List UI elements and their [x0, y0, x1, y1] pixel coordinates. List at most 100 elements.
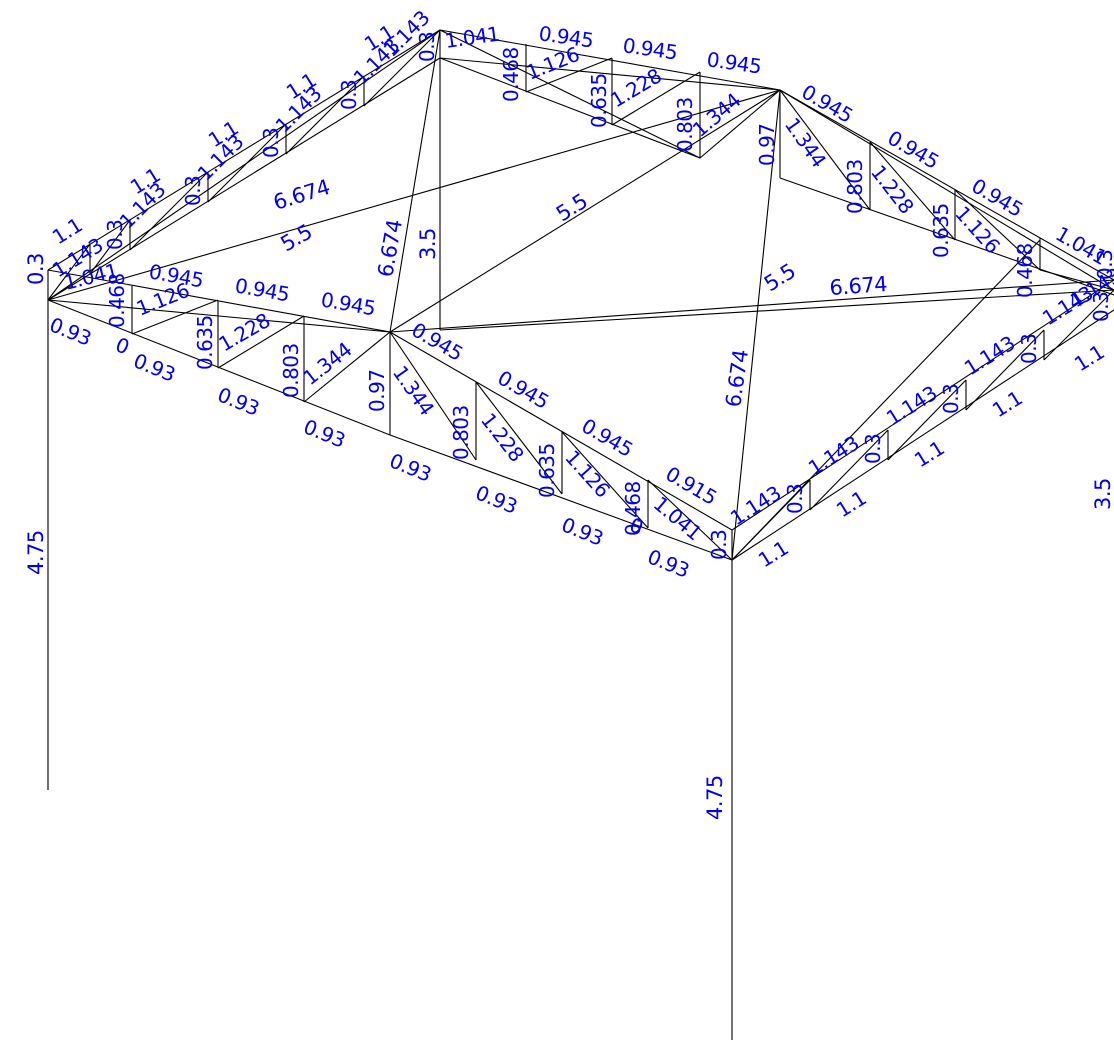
back-vert-3: 0.803 — [673, 97, 697, 152]
brace-center — [389, 89, 781, 333]
front-diag-2: 1.228 — [215, 308, 274, 356]
front-vert-4: 0.97 — [365, 369, 389, 412]
front-bottom-1: 0.93 — [46, 312, 94, 350]
back-inner-chord — [439, 57, 701, 159]
diag-center-b: 3.5 — [416, 228, 440, 260]
right-web — [954, 189, 1041, 271]
front-bottom-4: 0.93 — [300, 414, 348, 452]
diag-center-a: 6.674 — [373, 218, 407, 279]
brace-front-right — [389, 279, 1114, 333]
front-right-web — [647, 479, 733, 561]
brace-back-left — [47, 29, 441, 301]
back-vert-1: 0.468 — [499, 47, 523, 102]
back-top-chord — [439, 29, 781, 91]
front-left-bottom-chord — [47, 299, 391, 333]
back-diag-3: 1.344 — [688, 88, 745, 142]
diag-center-c: 5.5 — [552, 189, 592, 226]
left-vert-1: 0.3 — [103, 220, 127, 250]
front-top-4: 0.945 — [408, 318, 467, 366]
column-front-height: 4.75 — [703, 775, 727, 820]
back-web — [611, 71, 701, 126]
front-bottom-2: 0.93 — [130, 348, 178, 386]
front-vert-5: 0.803 — [449, 405, 473, 460]
front-bottom-8: 0.93 — [644, 544, 692, 582]
left-web — [47, 243, 91, 301]
right-front-bottom-3: 1.1 — [910, 436, 948, 472]
dimension-labels: 4.75 4.75 3.5 0.3 6.674 5.5 6.674 3.5 5.… — [24, 6, 1114, 820]
diag-back-left-a: 6.674 — [270, 175, 332, 215]
right-vert-2: 0.803 — [843, 159, 867, 214]
back-web — [699, 89, 781, 159]
right-front-diag-2: 1.143 — [804, 431, 863, 480]
left-vert-5: 0.3 — [415, 32, 439, 62]
front-left-top-chord — [47, 269, 391, 333]
right-vert-4: 0.468 — [1013, 243, 1037, 298]
front-vert-2: 0.635 — [193, 315, 217, 370]
brace-front-right — [731, 239, 1041, 561]
front-vert-1: 0.468 — [105, 273, 129, 328]
right-front-vert-4: 0.3 — [1017, 334, 1041, 364]
right-top-1: 0.945 — [798, 80, 857, 128]
right-diag-1: 1.344 — [780, 113, 831, 172]
front-bottom-0: 0 — [112, 332, 132, 359]
front-bottom-5: 0.93 — [386, 448, 434, 486]
front-right-top-chord — [389, 331, 733, 531]
right-front-bottom-4: 1.1 — [988, 386, 1026, 422]
left-end-height: 0.3 — [24, 253, 48, 285]
right-front-vert-3: 0.3 — [939, 384, 963, 414]
diag-front-right-b: 6.674 — [829, 272, 888, 300]
front-top-5: 0.945 — [494, 366, 553, 414]
back-top-4: 0.945 — [705, 47, 763, 78]
brace-front-right — [439, 289, 1114, 331]
right-web — [869, 141, 956, 241]
left-vert-2: 0.3 — [181, 176, 205, 206]
right-vert-1: 0.97 — [755, 123, 779, 166]
left-web — [129, 171, 209, 251]
front-diag-3: 1.344 — [298, 337, 356, 390]
right-front-bottom-5: 1.1 — [1070, 340, 1108, 376]
right-front-bottom-chord — [731, 309, 1114, 561]
right-front-web — [887, 379, 967, 461]
back-diag-2: 1.228 — [606, 64, 665, 113]
front-bottom-6: 0.93 — [472, 480, 520, 518]
right-front-diag-3: 1.143 — [882, 381, 941, 430]
back-diag-1: 1.126 — [523, 42, 583, 85]
back-top-3: 0.945 — [621, 33, 679, 64]
brace-center — [389, 29, 441, 333]
diag-front-right-a: 5.5 — [760, 259, 800, 296]
front-diag-6: 1.126 — [560, 445, 614, 502]
front-top-3: 0.945 — [319, 287, 377, 320]
right-vert-3: 0.635 — [929, 203, 953, 258]
back-web — [525, 57, 613, 93]
right-front-web — [965, 329, 1045, 411]
right-front-vert-2: 0.3 — [861, 434, 885, 464]
front-diag-4: 1.344 — [388, 361, 439, 420]
front-vert-6: 0.635 — [535, 443, 559, 498]
front-left-web — [131, 299, 219, 335]
column-right-height: 3.5 — [1091, 478, 1114, 510]
column-left-height: 4.75 — [24, 530, 48, 575]
brace-center — [439, 29, 701, 159]
front-bottom-3: 0.93 — [214, 382, 262, 420]
back-vert-2: 0.635 — [587, 73, 611, 128]
left-vert-4: 0.3 — [337, 80, 361, 110]
left-top-chord — [47, 29, 441, 271]
right-front-diag-1: 1.143 — [726, 481, 785, 530]
front-right-web — [389, 331, 477, 461]
truss-members — [47, 29, 1114, 1040]
right-top-2: 0.945 — [884, 126, 943, 174]
front-diag-5: 1.228 — [476, 408, 529, 466]
back-top-1: 1.041 — [443, 22, 501, 53]
front-left-web — [303, 331, 391, 403]
right-front-vert-1: 0.3 — [783, 484, 807, 514]
front-vert-3: 0.803 — [279, 343, 303, 398]
front-right-lower-chord — [389, 434, 733, 561]
right-web — [779, 89, 871, 211]
left-vert-3: 0.3 — [259, 128, 283, 158]
right-front-web — [809, 429, 889, 511]
right-front-diag-4: 1.143 — [960, 331, 1019, 380]
right-front-vert-5: 0.3 — [1089, 292, 1113, 322]
front-vert-end: 0.3 — [707, 530, 731, 560]
front-top-2: 0.945 — [233, 273, 291, 306]
